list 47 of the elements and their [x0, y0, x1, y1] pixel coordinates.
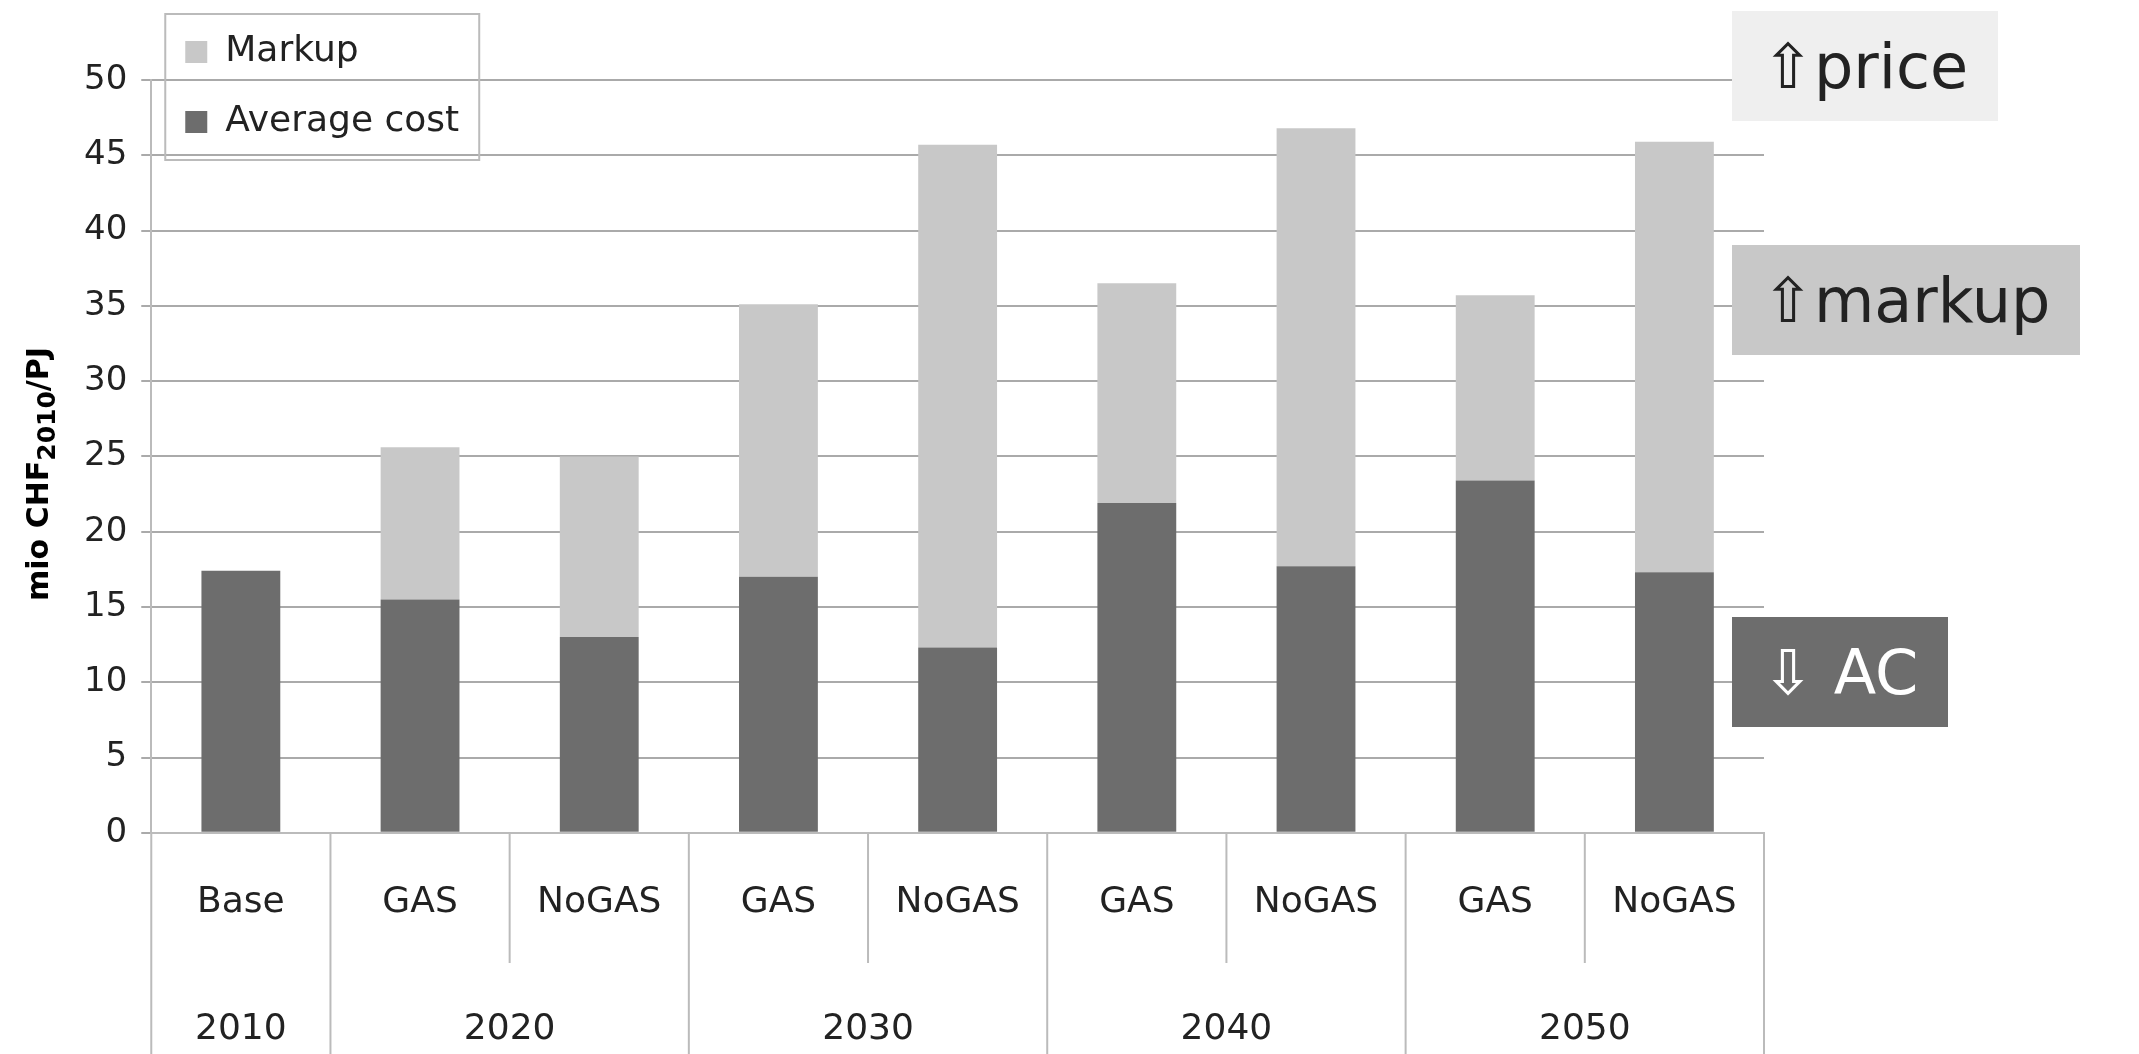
y-tick-label: 5	[105, 734, 128, 775]
x-tick-label: NoGAS	[895, 878, 1020, 920]
y-tick-label: 0	[105, 809, 128, 850]
x-tick-label: NoGAS	[1253, 878, 1379, 920]
bar	[918, 647, 998, 832]
y-tick-label: 40	[84, 207, 128, 248]
y-tick-label: 50	[84, 56, 128, 97]
legend-label: Average cost	[225, 98, 460, 140]
bar	[1097, 503, 1177, 832]
bar	[1634, 141, 1714, 573]
bar	[201, 570, 281, 832]
annotation: ⇧markup	[1732, 245, 2081, 355]
y-tick-label: 25	[84, 433, 128, 474]
legend-label: Markup	[225, 28, 359, 70]
bar	[380, 447, 460, 600]
bar	[559, 637, 639, 832]
bar	[1276, 128, 1356, 567]
bar	[559, 456, 639, 638]
x-tick-label: NoGAS	[537, 878, 662, 920]
bar	[1276, 566, 1356, 832]
x-tick-label: GAS	[1457, 878, 1533, 920]
bar	[1634, 572, 1714, 832]
annotation: ⇩ AC	[1732, 617, 1949, 727]
text: 2040	[1180, 1006, 1273, 1048]
text: 2020	[463, 1006, 556, 1048]
annotation: ⇧price	[1732, 11, 1999, 121]
x-tick-label: GAS	[382, 878, 458, 920]
bar	[380, 599, 460, 832]
x-tick-label: GAS	[1099, 878, 1175, 920]
bar	[739, 304, 818, 577]
text: 2030	[822, 1006, 914, 1048]
x-tick-label: GAS	[740, 878, 817, 920]
y-tick-label: 30	[84, 357, 128, 398]
y-tick-label: 10	[84, 659, 128, 700]
y-tick-label: 35	[84, 282, 128, 323]
y-tick-label: 45	[84, 132, 128, 173]
bar	[739, 576, 818, 832]
bar	[1455, 480, 1535, 832]
text: 2010	[195, 1006, 287, 1048]
bar	[918, 144, 998, 648]
x-tick-label: NoGAS	[1612, 878, 1737, 920]
text: 2050	[1538, 1006, 1631, 1048]
bar	[1455, 295, 1535, 481]
y-tick-label: 15	[84, 583, 128, 624]
bar	[1097, 283, 1177, 504]
y-tick-label: 20	[84, 508, 128, 549]
x-tick-label: Base	[197, 878, 285, 920]
